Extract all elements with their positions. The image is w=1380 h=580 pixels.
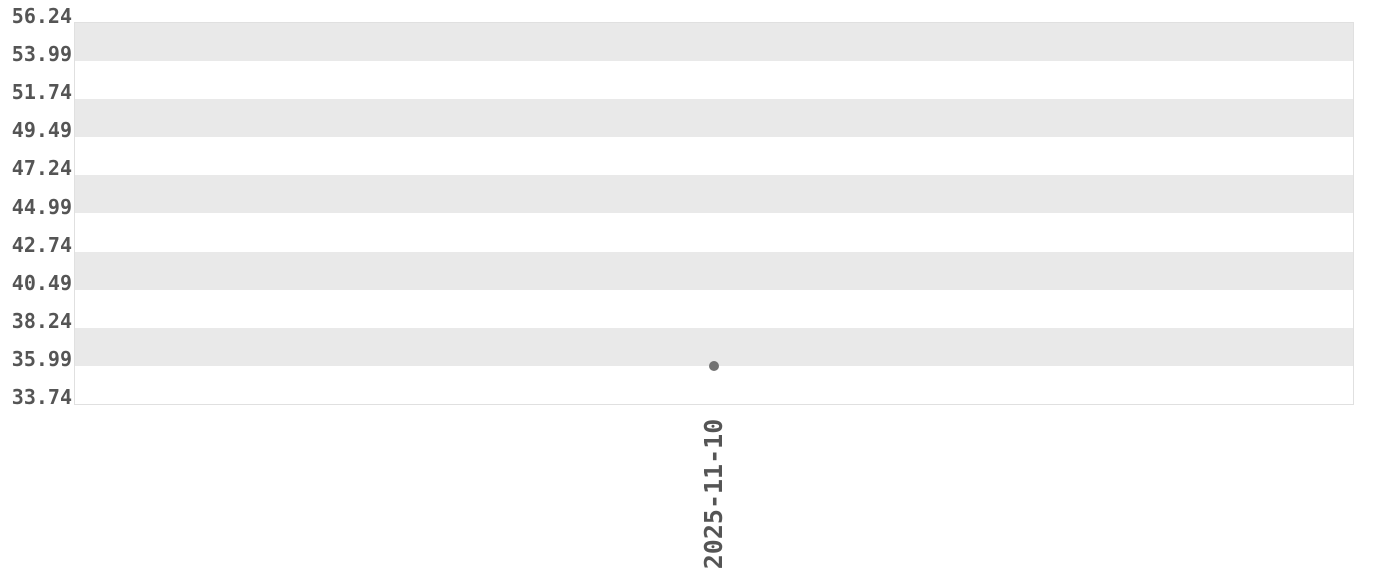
grid-band-gray [75,23,1353,62]
grid-band-gray [75,175,1353,214]
grid-band-white [75,289,1353,328]
y-tick-label: 38.24 [11,308,72,333]
grid-band-white [75,61,1353,100]
grid-band-white [75,137,1353,176]
grid-band-gray [75,327,1353,366]
y-tick-label: 49.49 [11,118,72,143]
y-tick-label: 44.99 [11,194,72,219]
grid-band-gray [75,251,1353,290]
y-tick-label: 40.49 [11,270,72,295]
y-tick-label: 51.74 [11,80,72,105]
plot-area [74,22,1354,405]
y-tick-label: 35.99 [11,346,72,371]
y-tick-label: 47.24 [11,156,72,181]
x-tick-label: 2025-11-10 [699,418,728,570]
grid-band-white [75,213,1353,252]
grid-band-white [75,365,1353,404]
y-tick-label: 33.74 [11,385,72,409]
y-tick-label: 53.99 [11,42,72,67]
y-tick-label: 56.24 [11,4,72,28]
grid-band-gray [75,99,1353,138]
data-point[interactable] [709,360,719,371]
y-tick-label: 42.74 [11,232,72,257]
